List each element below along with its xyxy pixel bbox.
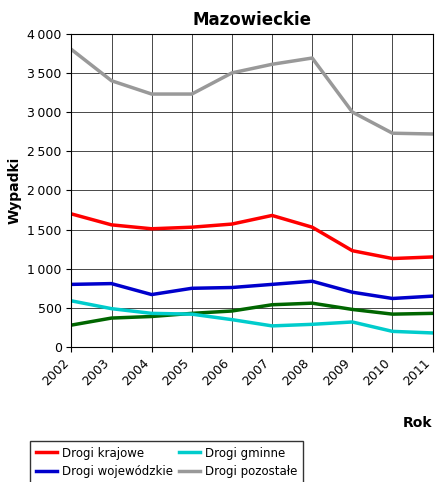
Title: Mazowieckie: Mazowieckie (193, 12, 311, 29)
Line: Drogi powiatowe: Drogi powiatowe (71, 303, 433, 325)
Drogi wojewódzkie (430, 293, 435, 299)
Drogi pozostałe (189, 91, 194, 97)
Drogi gminne (149, 310, 154, 316)
Drogi wojewódzkie (189, 285, 194, 291)
Drogi pozostałe (109, 78, 114, 83)
Drogi wojewódzkie (310, 278, 315, 284)
Line: Drogi pozostałe: Drogi pozostałe (71, 49, 433, 134)
Drogi powiatowe (350, 307, 355, 312)
Drogi pozostałe (269, 61, 275, 67)
Drogi wojewódzkie (149, 292, 154, 297)
Drogi krajowe (310, 224, 315, 230)
Drogi wojewódzkie (229, 284, 235, 290)
Drogi gminne (350, 319, 355, 325)
Drogi powiatowe (189, 310, 194, 316)
Drogi krajowe (189, 224, 194, 230)
Line: Drogi wojewódzkie: Drogi wojewódzkie (71, 281, 433, 298)
Drogi wojewódzkie (269, 281, 275, 287)
Drogi powiatowe (310, 300, 315, 306)
Drogi gminne (189, 311, 194, 317)
Drogi krajowe (390, 255, 395, 261)
Legend: Drogi krajowe, Drogi wojewódzkie, Drogi powiatowe, Drogi gminne, Drogi pozostałe: Drogi krajowe, Drogi wojewódzkie, Drogi … (30, 441, 303, 482)
Drogi gminne (109, 306, 114, 311)
Line: Drogi gminne: Drogi gminne (71, 301, 433, 333)
Drogi powiatowe (269, 302, 275, 308)
Drogi wojewódzkie (109, 281, 114, 286)
Drogi krajowe (69, 211, 74, 217)
Drogi powiatowe (229, 308, 235, 314)
Drogi gminne (430, 330, 435, 336)
Drogi krajowe (430, 254, 435, 260)
Drogi powiatowe (430, 310, 435, 316)
Drogi pozostałe (69, 46, 74, 52)
Drogi krajowe (229, 221, 235, 227)
Drogi gminne (229, 317, 235, 322)
Drogi pozostałe (430, 131, 435, 137)
Y-axis label: Wypadki: Wypadki (8, 157, 22, 224)
Text: Rok: Rok (403, 416, 433, 430)
Drogi gminne (310, 321, 315, 327)
Drogi wojewódzkie (69, 281, 74, 287)
Drogi pozostałe (229, 70, 235, 76)
Drogi powiatowe (149, 314, 154, 320)
Drogi wojewódzkie (350, 289, 355, 295)
Drogi pozostałe (390, 130, 395, 136)
Drogi pozostałe (149, 91, 154, 97)
Drogi pozostałe (350, 109, 355, 115)
Drogi gminne (390, 329, 395, 335)
Drogi krajowe (149, 226, 154, 232)
Drogi gminne (69, 298, 74, 304)
Drogi powiatowe (69, 322, 74, 328)
Drogi krajowe (350, 248, 355, 254)
Line: Drogi krajowe: Drogi krajowe (71, 214, 433, 258)
Drogi pozostałe (310, 55, 315, 61)
Drogi wojewódzkie (390, 295, 395, 301)
Drogi powiatowe (390, 311, 395, 317)
Drogi powiatowe (109, 315, 114, 321)
Drogi gminne (269, 323, 275, 329)
Drogi krajowe (269, 213, 275, 218)
Drogi krajowe (109, 222, 114, 228)
